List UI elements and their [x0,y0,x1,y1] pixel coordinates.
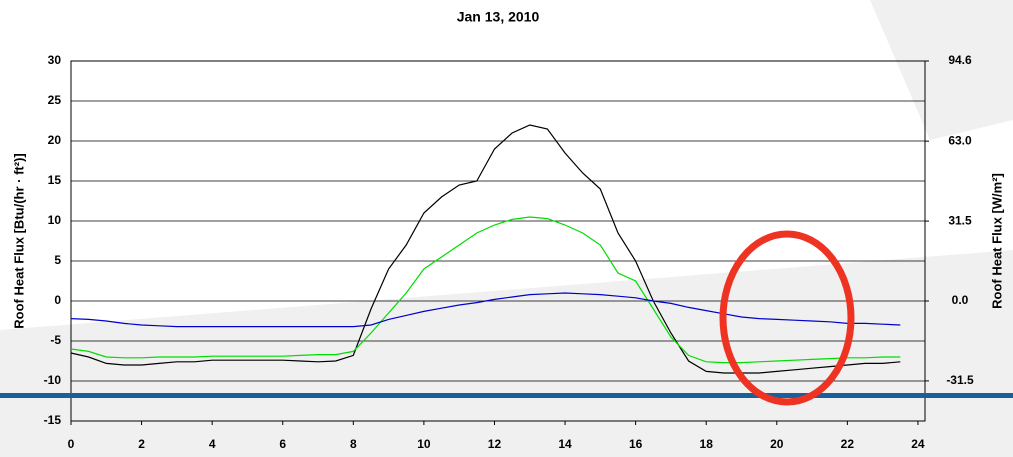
x-tick-label: 22 [841,437,855,451]
y-tick-label: 15 [48,173,62,187]
y-tick-label: -5 [50,333,61,347]
y-tick-label: 10 [48,213,62,227]
x-tick-label: 8 [350,437,357,451]
x-tick-label: 18 [700,437,714,451]
x-tick-label: 4 [209,437,216,451]
x-tick-label: 20 [770,437,784,451]
y-axis-label: Roof Heat Flux [Btu/(hr · ft²)] [11,153,26,328]
x-tick-label: 6 [279,437,286,451]
x-tick-label: 10 [417,437,431,451]
series-line [70,292,901,328]
x-tick-label: 2 [138,437,145,451]
background-shape [870,0,1013,140]
series-line [70,216,901,364]
x-tick-label: 0 [68,437,75,451]
y-tick-label: 20 [48,133,62,147]
x-tick-label: 14 [558,437,572,451]
x-tick-label: 16 [629,437,643,451]
y2-tick-label: 0.0 [952,293,969,307]
series-line [70,124,901,374]
chart-title: Jan 13, 2010 [457,9,540,25]
y2-tick-label: 63.0 [948,133,972,147]
y2-tick-label: 31.5 [948,213,972,227]
y-tick-label: 0 [54,293,61,307]
y2-tick-label: -31.5 [946,373,974,387]
x-tick-label: 24 [911,437,925,451]
y-tick-label: -10 [44,373,62,387]
y-tick-label: 30 [48,53,62,67]
y-tick-label: -15 [44,413,62,427]
y-tick-label: 25 [48,93,62,107]
background-shape [0,250,1013,457]
y-tick-label: 5 [54,253,61,267]
y2-tick-label: 94.6 [948,53,972,67]
x-tick-label: 12 [488,437,502,451]
y2-axis-label: Roof Heat Flux [W/m²] [989,173,1004,309]
overlay-bar [0,393,1013,398]
highlight-ellipse [719,230,855,406]
